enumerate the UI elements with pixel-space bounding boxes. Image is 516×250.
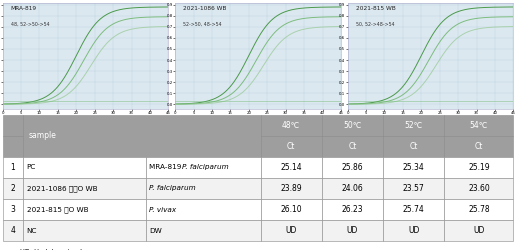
Bar <box>146 157 261 178</box>
Bar <box>3 157 23 178</box>
Bar <box>383 136 444 157</box>
Text: 2021-815 WB: 2021-815 WB <box>356 6 396 11</box>
Text: 48℃: 48℃ <box>282 121 300 130</box>
Bar <box>3 199 23 220</box>
Text: MRA-819: MRA-819 <box>11 6 37 11</box>
Bar <box>322 199 383 220</box>
Bar <box>146 199 261 220</box>
Text: MRA-819: MRA-819 <box>149 164 183 170</box>
Bar <box>261 199 322 220</box>
Text: 2021-1086 조성O WB: 2021-1086 조성O WB <box>27 185 97 192</box>
Bar <box>23 220 146 241</box>
Text: Ct: Ct <box>287 142 295 151</box>
Bar <box>23 199 146 220</box>
Bar <box>261 220 322 241</box>
Text: 52℃: 52℃ <box>405 121 423 130</box>
Bar <box>322 136 383 157</box>
Text: UD: UD <box>473 226 485 235</box>
Bar <box>3 178 23 199</box>
Text: 25.19: 25.19 <box>468 163 490 172</box>
Bar <box>444 157 513 178</box>
Bar <box>23 157 146 178</box>
Text: 25.78: 25.78 <box>468 205 490 214</box>
Text: Ct: Ct <box>475 142 483 151</box>
Bar <box>322 157 383 178</box>
Text: P. falciparum: P. falciparum <box>149 186 196 192</box>
Text: PC: PC <box>27 164 36 170</box>
Bar <box>3 220 23 241</box>
Text: UD: UD <box>285 226 297 235</box>
Text: 4: 4 <box>10 226 15 235</box>
Text: 26.23: 26.23 <box>342 205 363 214</box>
Text: 54℃: 54℃ <box>470 121 488 130</box>
Bar <box>146 220 261 241</box>
Bar <box>444 199 513 220</box>
Text: UD: UD <box>408 226 420 235</box>
Bar <box>261 115 322 136</box>
Text: 25.14: 25.14 <box>280 163 302 172</box>
Bar <box>383 220 444 241</box>
Text: 23.57: 23.57 <box>403 184 425 193</box>
Bar <box>261 157 322 178</box>
Bar <box>261 178 322 199</box>
Text: 24.06: 24.06 <box>342 184 363 193</box>
Text: UD; Undetermined: UD; Undetermined <box>21 249 83 250</box>
Text: 23.89: 23.89 <box>280 184 302 193</box>
Bar <box>3 115 23 136</box>
Text: 2: 2 <box>10 184 15 193</box>
Text: 48, 52->50->54: 48, 52->50->54 <box>11 22 50 26</box>
Text: sample: sample <box>28 131 56 140</box>
Bar <box>322 178 383 199</box>
Bar <box>444 136 513 157</box>
Text: 2021-815 김O WB: 2021-815 김O WB <box>27 206 88 213</box>
Bar <box>322 220 383 241</box>
Text: 25.86: 25.86 <box>342 163 363 172</box>
Bar <box>23 115 261 157</box>
Text: 26.10: 26.10 <box>280 205 302 214</box>
Bar <box>261 136 322 157</box>
Text: 1: 1 <box>10 163 15 172</box>
Text: 23.60: 23.60 <box>468 184 490 193</box>
Text: P. falciparum: P. falciparum <box>182 164 229 170</box>
Bar <box>383 157 444 178</box>
Text: 50℃: 50℃ <box>343 121 362 130</box>
Bar <box>444 220 513 241</box>
Text: Ct: Ct <box>410 142 418 151</box>
Bar <box>3 136 23 157</box>
Text: UD: UD <box>347 226 358 235</box>
Bar <box>23 178 146 199</box>
Text: 50, 52->48->54: 50, 52->48->54 <box>356 22 394 26</box>
Bar <box>383 199 444 220</box>
Bar <box>444 115 513 136</box>
Text: 2021-1086 WB: 2021-1086 WB <box>183 6 227 11</box>
Bar <box>383 115 444 136</box>
Text: Ct: Ct <box>348 142 357 151</box>
Bar <box>146 178 261 199</box>
Text: P. vivax: P. vivax <box>149 206 176 212</box>
Text: DW: DW <box>149 228 162 234</box>
Bar <box>383 178 444 199</box>
Text: 25.34: 25.34 <box>403 163 425 172</box>
Bar <box>322 115 383 136</box>
Bar <box>444 178 513 199</box>
Text: 52->50, 48->54: 52->50, 48->54 <box>183 22 222 26</box>
Text: 25.74: 25.74 <box>403 205 425 214</box>
Text: 3: 3 <box>10 205 15 214</box>
Text: NC: NC <box>27 228 37 234</box>
